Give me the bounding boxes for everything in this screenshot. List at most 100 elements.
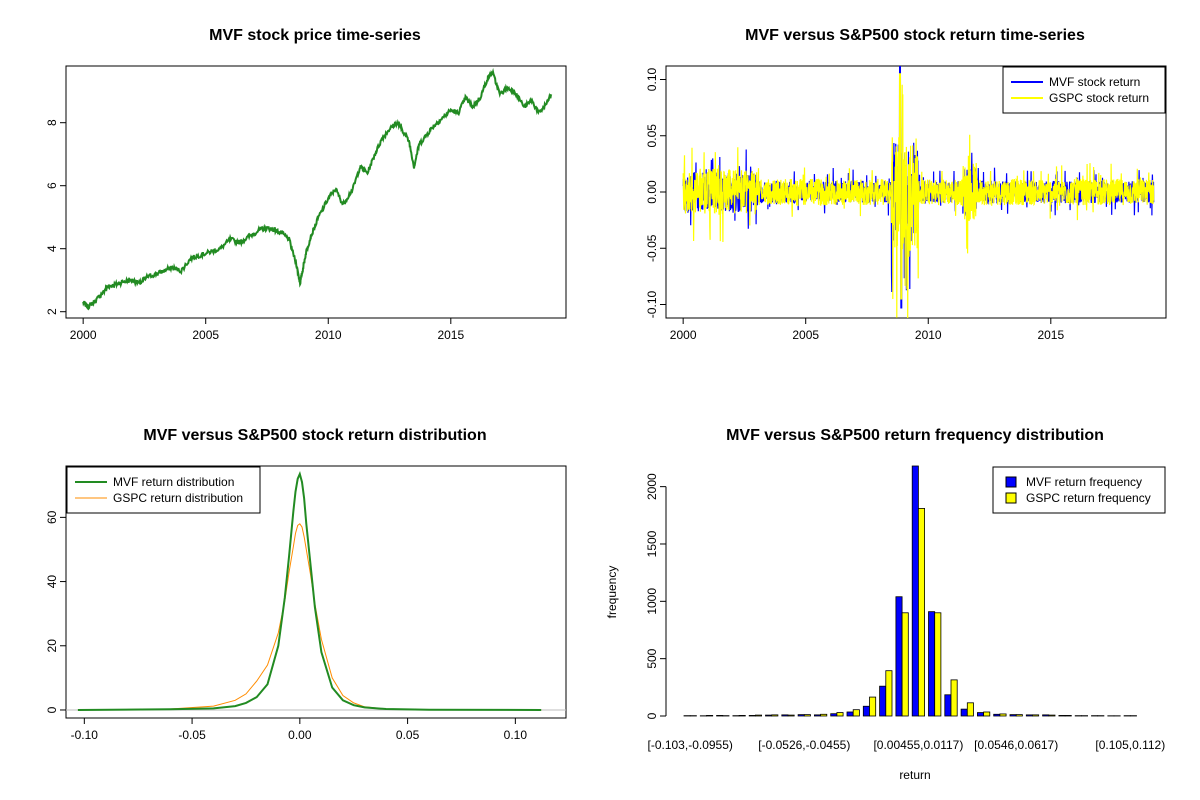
gspc-frequency-bar: [787, 714, 795, 717]
mvf-frequency-bar: [846, 711, 854, 717]
legend-gspc-density-label: GSPC return distribution: [113, 491, 243, 505]
gspc-frequency-bar: [1064, 715, 1072, 717]
histogram-bars: [683, 465, 1137, 717]
density-x-tick-label: -0.10: [71, 728, 99, 742]
histogram-x-axis-label: return: [899, 768, 930, 782]
mvf-frequency-bar: [911, 465, 919, 717]
density-x-tick-label: -0.05: [178, 728, 206, 742]
mvf-frequency-bar: [1058, 715, 1066, 717]
mvf-density-curve: [77, 470, 542, 711]
price-x-tick-label: 2010: [315, 328, 342, 342]
histogram-legend: MVF return frequency GSPC return frequen…: [992, 466, 1166, 514]
return-ts-x-tick-label: 2005: [792, 328, 819, 342]
gspc-frequency-bar: [738, 715, 746, 717]
histogram-x-tick-label: [0.0546,0.0617): [974, 738, 1058, 752]
legend-gspc-frequency-swatch: [1005, 492, 1017, 504]
gspc-frequency-bar: [755, 714, 763, 717]
mvf-frequency-bar: [879, 685, 887, 717]
mvf-frequency-bar: [895, 596, 903, 717]
histogram-y-axis: 0 500 1000 1500 2000: [645, 473, 667, 719]
price-chart-title: MVF stock price time-series: [209, 27, 421, 44]
mvf-frequency-bar: [765, 714, 773, 717]
density-x-tick-label: 0.00: [288, 728, 312, 742]
mvf-frequency-bar: [977, 712, 985, 717]
density-x-tick-label: 0.05: [396, 728, 420, 742]
mvf-frequency-bar: [1025, 714, 1033, 717]
return-ts-y-tick-label: -0.05: [645, 234, 659, 262]
gspc-frequency-bar: [901, 612, 909, 717]
return-ts-x-tick-label: 2015: [1037, 328, 1064, 342]
price-y-tick-label: 2: [45, 308, 59, 315]
density-y-axis: 0 20 40 60: [45, 510, 67, 713]
legend-mvf-density-label: MVF return distribution: [113, 475, 234, 489]
return-ts-legend-box: [1002, 66, 1166, 114]
gspc-frequency-bar: [950, 679, 958, 717]
gspc-return-series-line: [682, 73, 1155, 318]
gspc-frequency-bar: [869, 696, 877, 717]
density-y-tick-label: 20: [45, 639, 59, 653]
price-panel: MVF stock price time-series 2000 2005 2010…: [45, 27, 567, 342]
histogram-x-axis: [-0.103,-0.0955) [-0.0526,-0.0455) [0.0045…: [648, 738, 1166, 752]
mvf-frequency-bar: [814, 714, 822, 717]
legend-mvf-frequency-swatch: [1005, 476, 1017, 488]
gspc-frequency-bar: [983, 711, 991, 717]
histogram-x-tick-label: [-0.0526,-0.0455): [758, 738, 850, 752]
price-x-tick-label: 2005: [192, 328, 219, 342]
return-ts-x-axis: 2000 2005 2010 2015: [670, 317, 1064, 342]
mvf-frequency-bar: [830, 713, 838, 717]
mvf-frequency-bar: [748, 715, 756, 717]
gspc-density-curve: [77, 523, 542, 711]
gspc-frequency-bar: [852, 709, 860, 717]
mvf-frequency-bar: [862, 705, 870, 717]
return-ts-legend: MVF stock return GSPC stock return: [1002, 66, 1166, 114]
price-x-tick-label: 2000: [70, 328, 97, 342]
density-y-tick-label: 40: [45, 575, 59, 589]
density-panel: MVF versus S&P500 stock return distribut…: [45, 427, 567, 742]
return-ts-y-tick-label: 0.00: [645, 180, 659, 204]
return-ts-y-tick-label: -0.10: [645, 291, 659, 319]
return-ts-y-tick-label: 0.05: [645, 124, 659, 148]
price-y-tick-label: 6: [45, 182, 59, 189]
histogram-x-tick-label: [-0.103,-0.0955): [648, 738, 733, 752]
legend-gspc-frequency-label: GSPC return frequency: [1026, 491, 1151, 505]
price-y-axis: 2 4 6 8: [45, 119, 67, 315]
price-series-line: [82, 67, 553, 311]
return-ts-y-axis: -0.10 -0.05 0.00 0.05 0.10: [645, 67, 667, 319]
mvf-frequency-bar: [797, 714, 805, 717]
gspc-frequency-bar: [1015, 714, 1023, 717]
density-y-tick-label: 60: [45, 510, 59, 524]
mvf-frequency-bar: [928, 611, 936, 717]
price-y-tick-label: 8: [45, 119, 59, 126]
return-ts-chart-title: MVF versus S&P500 stock return time-seri…: [745, 27, 1085, 44]
gspc-frequency-bar: [820, 713, 828, 717]
mvf-frequency-bar: [1042, 714, 1050, 717]
return-ts-y-tick-label: 0.10: [645, 67, 659, 91]
price-y-tick-label: 4: [45, 245, 59, 252]
histogram-y-tick-label: 500: [645, 648, 659, 668]
histogram-y-axis-label: frequency: [605, 566, 619, 619]
histogram-y-tick-label: 1500: [645, 530, 659, 557]
mvf-frequency-bar: [993, 713, 1001, 717]
histogram-x-tick-label: [0.00455,0.0117): [873, 738, 963, 752]
density-legend-box: [66, 466, 261, 514]
gspc-frequency-bar: [1032, 714, 1040, 717]
gspc-frequency-bar: [934, 612, 942, 717]
gspc-frequency-bar: [1048, 714, 1056, 717]
gspc-frequency-bar: [999, 713, 1007, 717]
density-legend: MVF return distribution GSPC return dist…: [66, 466, 261, 514]
density-x-tick-label: 0.10: [504, 728, 528, 742]
mvf-frequency-bar: [944, 694, 952, 717]
histogram-panel: MVF versus S&P500 return frequency distr…: [605, 427, 1166, 782]
return-ts-x-tick-label: 2010: [915, 328, 942, 342]
legend-mvf-return-label: MVF stock return: [1049, 75, 1140, 89]
mvf-frequency-bar: [1009, 714, 1017, 717]
price-x-tick-label: 2015: [437, 328, 464, 342]
histogram-chart-title: MVF versus S&P500 return frequency distr…: [726, 427, 1104, 444]
legend-mvf-frequency-label: MVF return frequency: [1026, 475, 1142, 489]
gspc-frequency-bar: [885, 670, 893, 717]
gspc-frequency-bar: [771, 714, 779, 717]
density-chart-title: MVF versus S&P500 stock return distribut…: [143, 427, 486, 444]
histogram-y-tick-label: 0: [645, 712, 659, 719]
histogram-legend-box: [992, 466, 1166, 514]
